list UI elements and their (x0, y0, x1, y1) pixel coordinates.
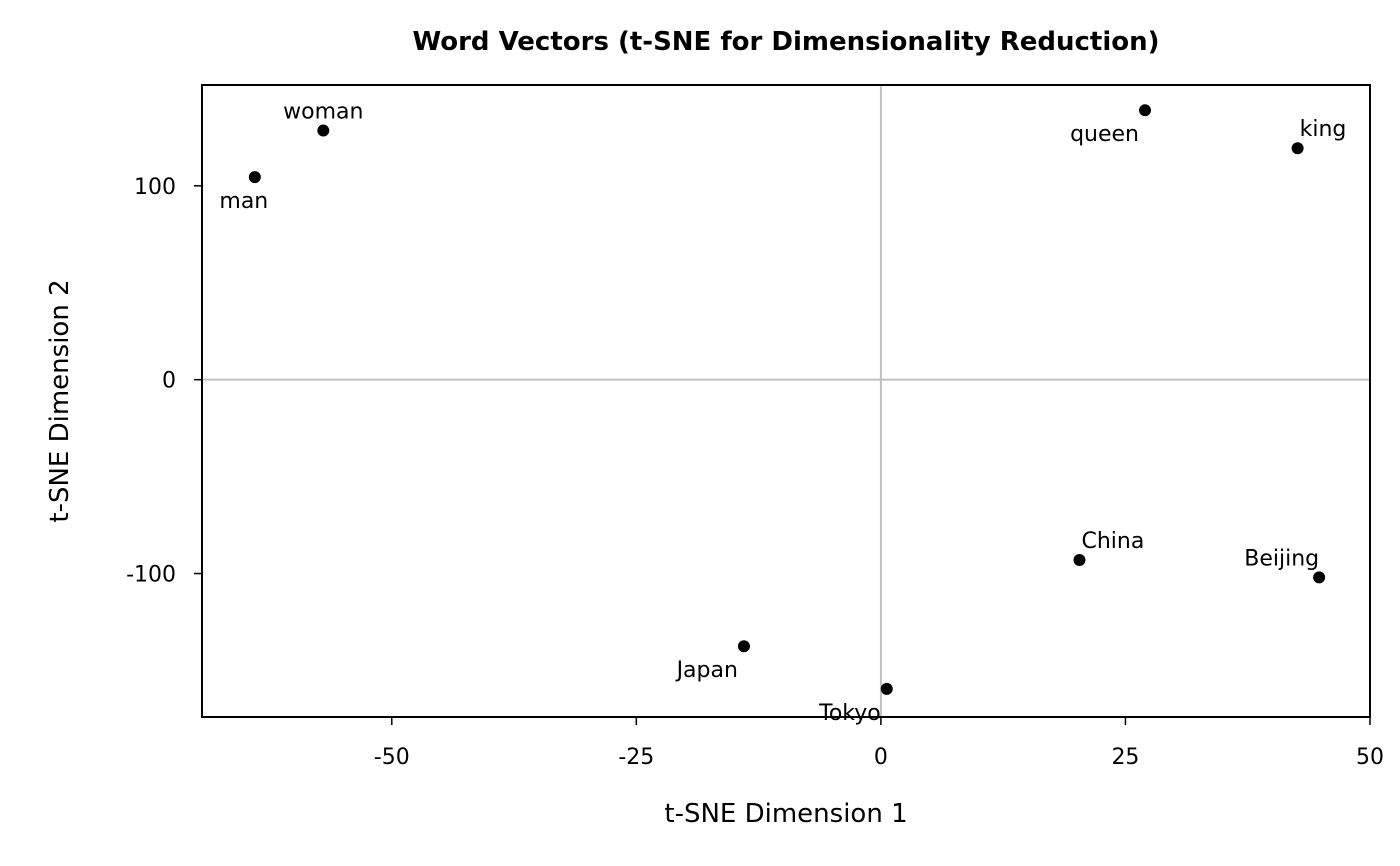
data-point (317, 124, 330, 137)
point-label: queen (1070, 122, 1139, 147)
point-label: China (1081, 529, 1144, 554)
point-label: king (1300, 117, 1347, 142)
point-label: Tokyo (818, 701, 881, 726)
point-label: Beijing (1244, 546, 1319, 571)
reference-lines (202, 85, 1370, 717)
y-tick-label: 0 (162, 369, 176, 394)
data-point (1139, 104, 1152, 117)
y-axis: 100 0 -100 (126, 175, 202, 588)
x-tick-label: 50 (1356, 745, 1384, 770)
data-point (1073, 553, 1086, 566)
x-tick-label: 25 (1111, 745, 1139, 770)
data-point (248, 171, 261, 184)
x-axis-label: t-SNE Dimension 1 (664, 799, 907, 829)
chart-title: Word Vectors (t-SNE for Dimensionality R… (412, 27, 1159, 57)
x-tick-label: -25 (618, 745, 654, 770)
point-label: Japan (675, 658, 738, 683)
x-tick-label: 0 (874, 745, 888, 770)
y-axis-label: t-SNE Dimension 2 (45, 279, 75, 522)
data-point (880, 682, 893, 695)
x-tick-label: -50 (374, 745, 410, 770)
x-axis: -50 -25 0 25 50 (374, 717, 1384, 770)
point-label: woman (283, 100, 363, 125)
point-label: man (219, 189, 268, 214)
y-tick-label: 100 (134, 175, 176, 200)
data-points: woman man queen king China Beijing Japan Tokyo (219, 100, 1346, 726)
y-tick-label: -100 (126, 563, 176, 588)
data-point (1313, 571, 1326, 584)
data-point (737, 640, 750, 653)
data-point (1291, 142, 1304, 155)
plot-frame (201, 84, 1371, 718)
